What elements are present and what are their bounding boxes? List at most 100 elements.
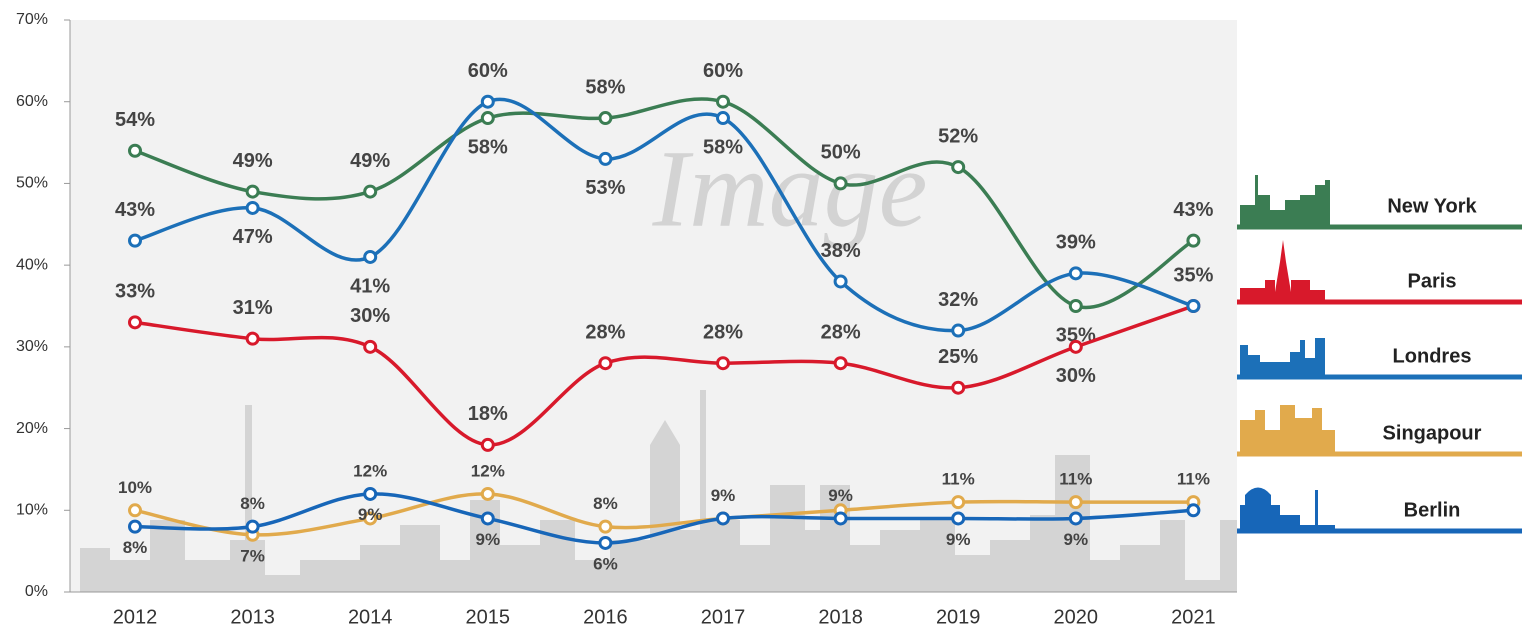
marker	[363, 511, 378, 526]
y-tick-label: 10%	[16, 502, 48, 519]
data-label: 11%	[1177, 470, 1210, 489]
x-tick-label: 2015	[466, 606, 511, 628]
marker	[1186, 233, 1201, 248]
data-label: 9%	[946, 530, 971, 549]
marker	[1186, 299, 1201, 313]
marker	[245, 200, 260, 215]
marker	[598, 519, 613, 534]
marker	[1068, 495, 1083, 510]
data-label: 18%	[468, 403, 508, 425]
marker	[128, 519, 142, 534]
legend-label: Singapour	[1383, 422, 1482, 444]
data-label: 54%	[115, 109, 155, 131]
data-label: 49%	[233, 150, 273, 172]
data-label: 35%	[1056, 324, 1096, 346]
legend-icons	[1240, 175, 1335, 530]
data-label: 12%	[471, 461, 505, 480]
skyline-background	[80, 390, 1237, 592]
data-label: 30%	[350, 305, 390, 327]
data-label: 43%	[1173, 199, 1213, 221]
data-label: 60%	[468, 60, 508, 82]
y-tick-label: 0%	[25, 583, 48, 600]
marker	[128, 233, 142, 248]
marker	[951, 380, 966, 395]
marker	[1068, 511, 1083, 526]
marker	[128, 503, 142, 518]
x-tick-label: 2012	[113, 606, 158, 628]
data-label: 33%	[115, 281, 155, 303]
marker	[833, 356, 848, 371]
data-label: 9%	[1064, 530, 1089, 549]
marker	[951, 323, 966, 338]
data-label: 58%	[468, 136, 508, 158]
data-label: 8%	[123, 538, 148, 557]
data-label: 28%	[703, 321, 743, 343]
marker	[1186, 503, 1201, 518]
legend-label: Berlin	[1404, 499, 1461, 521]
marker	[833, 176, 848, 191]
series	[128, 299, 1201, 452]
data-label: 7%	[240, 546, 265, 565]
line	[134, 304, 1194, 447]
marker	[128, 143, 142, 158]
marker	[363, 486, 378, 501]
legend-label: Paris	[1408, 270, 1457, 292]
marker	[1068, 339, 1083, 354]
x-tick-label: 2019	[936, 606, 981, 628]
y-tick-label: 60%	[16, 93, 48, 110]
data-label: 30%	[1056, 365, 1096, 387]
y-tick-label: 40%	[16, 256, 48, 273]
x-tick-label: 2014	[348, 606, 393, 628]
data-label: 35%	[1173, 264, 1213, 286]
marker	[598, 151, 613, 166]
data-label: 58%	[703, 136, 743, 158]
data-label: 11%	[1059, 470, 1092, 489]
marker	[363, 184, 378, 199]
data-label: 43%	[115, 199, 155, 221]
data-label: 28%	[585, 321, 625, 343]
marker	[480, 437, 495, 452]
x-tick-label: 2020	[1054, 606, 1099, 628]
data-label: 47%	[233, 226, 273, 248]
data-label: 9%	[476, 530, 501, 549]
y-tick-label: 50%	[16, 175, 48, 192]
x-tick-label: 2018	[818, 606, 863, 628]
marker	[363, 339, 378, 354]
data-label: 50%	[821, 142, 861, 164]
marker	[245, 519, 260, 534]
legend-label: New York	[1387, 195, 1477, 217]
data-label: 6%	[593, 554, 618, 573]
data-label: 8%	[593, 494, 618, 513]
data-label: 28%	[821, 321, 861, 343]
data-label: 9%	[358, 505, 383, 524]
legend-label: Londres	[1393, 345, 1472, 367]
marker	[245, 331, 260, 346]
data-label: 9%	[828, 486, 853, 505]
marker	[716, 356, 730, 371]
data-label: 31%	[233, 297, 273, 319]
marker	[598, 356, 613, 371]
marker	[363, 249, 378, 264]
x-tick-label: 2013	[230, 606, 275, 628]
marker	[128, 315, 142, 330]
marker	[480, 511, 495, 526]
marker	[598, 535, 613, 550]
marker	[951, 160, 966, 175]
data-label: 25%	[938, 346, 978, 368]
data-label: 9%	[711, 486, 736, 505]
x-tick-label: 2017	[701, 606, 746, 628]
marker	[245, 184, 260, 199]
line	[134, 492, 1194, 545]
y-tick-label: 30%	[16, 338, 48, 355]
marker	[1068, 299, 1083, 313]
data-label: 49%	[350, 150, 390, 172]
series	[128, 94, 1201, 313]
y-tick-label: 70%	[16, 11, 48, 28]
y-tick-label: 20%	[16, 420, 48, 437]
marker	[951, 511, 966, 526]
data-label: 8%	[240, 494, 265, 513]
marker	[598, 111, 613, 126]
line	[134, 492, 1194, 537]
data-label: 38%	[821, 240, 861, 262]
